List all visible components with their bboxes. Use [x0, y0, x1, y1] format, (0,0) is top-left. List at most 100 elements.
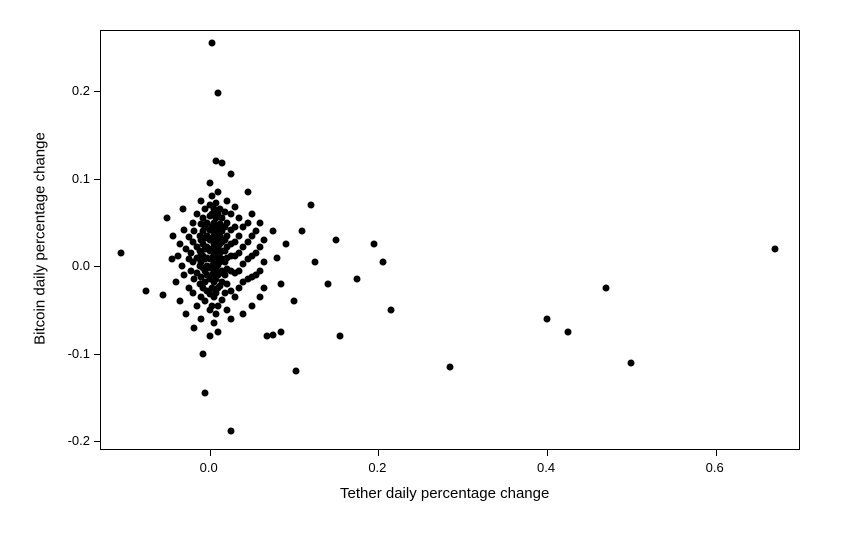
scatter-point: [227, 171, 234, 178]
scatter-point: [219, 296, 226, 303]
scatter-point: [292, 368, 299, 375]
scatter-point: [248, 210, 255, 217]
scatter-point: [278, 328, 285, 335]
scatter-point: [215, 328, 222, 335]
scatter-point: [236, 267, 243, 274]
y-tick-mark: [94, 354, 100, 355]
scatter-point: [312, 258, 319, 265]
scatter-point: [253, 228, 260, 235]
scatter-point: [231, 223, 238, 230]
scatter-point: [274, 254, 281, 261]
y-tick-label: 0.2: [72, 83, 90, 98]
scatter-point: [290, 298, 297, 305]
x-tick-label: 0.6: [706, 460, 724, 475]
scatter-point: [181, 226, 188, 233]
scatter-point: [160, 292, 167, 299]
scatter-point: [261, 285, 268, 292]
scatter-point: [231, 203, 238, 210]
scatter-point: [223, 280, 230, 287]
scatter-point: [257, 293, 264, 300]
scatter-point: [215, 188, 222, 195]
y-axis-label: Bitcoin daily percentage change: [32, 119, 49, 359]
scatter-point: [269, 228, 276, 235]
x-tick-label: 0.0: [200, 460, 218, 475]
scatter-point: [771, 245, 778, 252]
scatter-point: [202, 390, 209, 397]
scatter-point: [257, 244, 264, 251]
x-tick-label: 0.2: [368, 460, 386, 475]
scatter-point: [543, 315, 550, 322]
y-tick-label: -0.1: [68, 346, 90, 361]
scatter-point: [257, 267, 264, 274]
scatter-point: [209, 40, 216, 47]
y-tick-mark: [94, 441, 100, 442]
scatter-point: [198, 315, 205, 322]
scatter-point: [269, 331, 276, 338]
scatter-point: [231, 293, 238, 300]
scatter-point: [236, 285, 243, 292]
scatter-point: [371, 241, 378, 248]
y-tick-mark: [94, 179, 100, 180]
y-tick-mark: [94, 266, 100, 267]
scatter-point: [307, 202, 314, 209]
scatter-point: [227, 210, 234, 217]
scatter-point: [227, 315, 234, 322]
scatter-point: [261, 258, 268, 265]
scatter-point: [244, 188, 251, 195]
scatter-point: [179, 206, 186, 213]
scatter-point: [299, 228, 306, 235]
scatter-point: [244, 219, 251, 226]
scatter-point: [177, 298, 184, 305]
scatter-point: [253, 250, 260, 257]
scatter-point: [240, 311, 247, 318]
scatter-point: [278, 280, 285, 287]
scatter-point: [387, 307, 394, 314]
scatter-chart: 0.00.20.40.6 -0.2-0.10.00.10.2 Tether da…: [0, 0, 842, 554]
scatter-point: [565, 328, 572, 335]
scatter-point: [174, 252, 181, 259]
scatter-point: [282, 241, 289, 248]
y-tick-label: 0.0: [72, 258, 90, 273]
scatter-point: [244, 238, 251, 245]
scatter-point: [236, 215, 243, 222]
scatter-point: [379, 258, 386, 265]
scatter-point: [223, 219, 230, 226]
scatter-point: [603, 285, 610, 292]
x-tick-mark: [716, 450, 717, 456]
scatter-point: [193, 302, 200, 309]
scatter-point: [183, 311, 190, 318]
x-tick-label: 0.4: [537, 460, 555, 475]
scatter-point: [189, 219, 196, 226]
scatter-point: [210, 320, 217, 327]
x-tick-mark: [547, 450, 548, 456]
scatter-point: [170, 232, 177, 239]
scatter-point: [206, 333, 213, 340]
scatter-point: [257, 219, 264, 226]
scatter-point: [164, 215, 171, 222]
scatter-point: [181, 272, 188, 279]
y-tick-label: -0.2: [68, 433, 90, 448]
scatter-point: [236, 250, 243, 257]
scatter-point: [223, 197, 230, 204]
scatter-point: [215, 90, 222, 97]
y-tick-mark: [94, 91, 100, 92]
scatter-point: [189, 289, 196, 296]
scatter-point: [198, 197, 205, 204]
scatter-point: [447, 363, 454, 370]
scatter-point: [172, 279, 179, 286]
scatter-point: [199, 350, 206, 357]
scatter-point: [337, 333, 344, 340]
scatter-point: [333, 237, 340, 244]
scatter-point: [191, 324, 198, 331]
y-tick-label: 0.1: [72, 171, 90, 186]
scatter-point: [231, 238, 238, 245]
scatter-point: [324, 280, 331, 287]
scatter-point: [213, 311, 220, 318]
scatter-point: [248, 302, 255, 309]
x-tick-mark: [378, 450, 379, 456]
scatter-point: [178, 263, 185, 270]
scatter-point: [223, 307, 230, 314]
scatter-point: [143, 287, 150, 294]
scatter-point: [261, 237, 268, 244]
scatter-point: [236, 232, 243, 239]
